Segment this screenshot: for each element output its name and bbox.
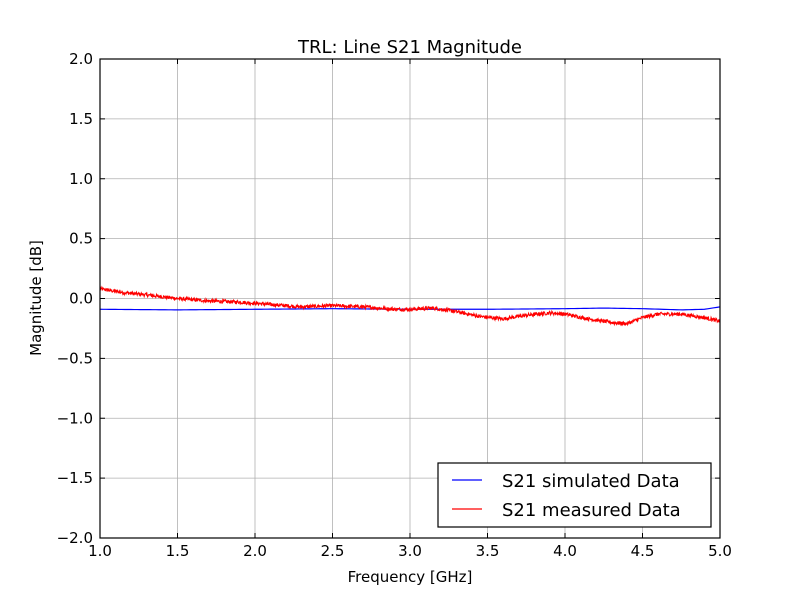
x-tick-label: 4.0	[553, 542, 577, 560]
legend-label-measured: S21 measured Data	[502, 500, 681, 521]
y-tick-label: −1.0	[57, 409, 93, 427]
legend-label-simulated: S21 simulated Data	[502, 471, 680, 492]
x-tick-label: 1.5	[166, 542, 190, 560]
x-tick-label: 2.5	[321, 542, 345, 560]
x-tick-label: 2.0	[243, 542, 267, 560]
y-tick-label: 2.0	[69, 50, 93, 68]
chart-title: TRL: Line S21 Magnitude	[297, 37, 522, 58]
y-tick-label: 1.0	[69, 170, 93, 188]
y-tick-label: −1.5	[57, 469, 93, 487]
series-line-measured	[100, 285, 720, 327]
x-tick-label: 1.0	[88, 542, 112, 560]
series-lines	[100, 285, 720, 327]
x-tick-label: 3.0	[398, 542, 422, 560]
y-tick-label: 0.0	[69, 290, 93, 308]
axis-ticks: 1.0 1.5 2.0 2.5 3.0 3.5 4.0 4.5 5.0 2.0 1.5 1.0 0.5 0…	[57, 50, 732, 560]
legend: S21 simulated Data S21 measured Data	[437, 462, 712, 528]
x-axis-label: Frequency [GHz]	[348, 568, 473, 586]
y-tick-label: −0.5	[57, 349, 93, 367]
x-tick-label: 3.5	[476, 542, 500, 560]
y-tick-label: 1.5	[69, 110, 93, 128]
y-axis-label: Magnitude [dB]	[27, 240, 45, 356]
y-tick-label: 0.5	[69, 230, 93, 248]
legend-box	[437, 462, 712, 528]
x-tick-label: 5.0	[708, 542, 732, 560]
y-tick-label: −2.0	[57, 529, 93, 547]
x-tick-label: 4.5	[631, 542, 655, 560]
